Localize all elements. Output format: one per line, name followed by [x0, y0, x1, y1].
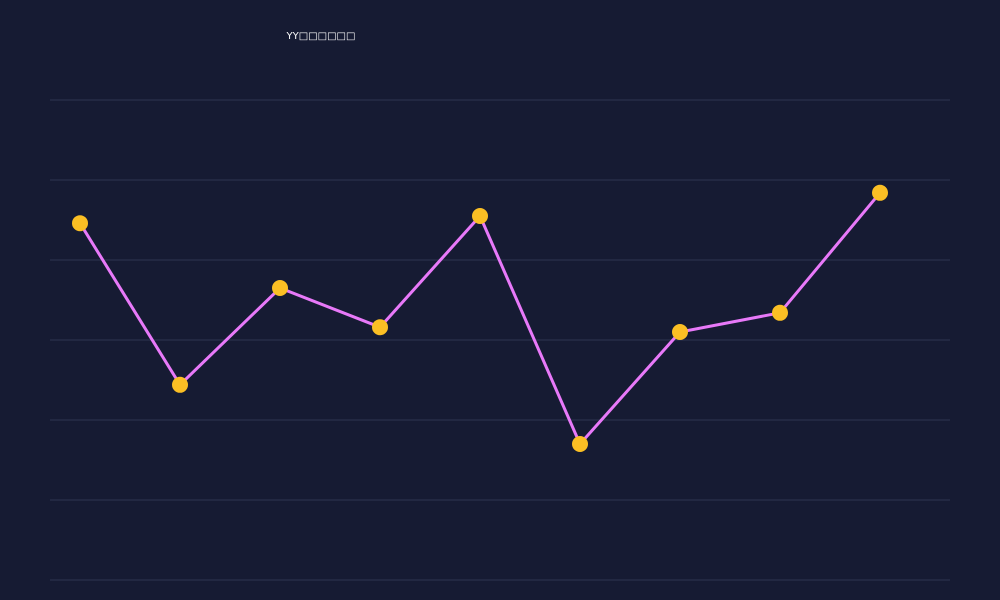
data-point	[472, 208, 488, 224]
chart-title: YY□□□□□□	[286, 31, 356, 42]
data-point	[672, 324, 688, 340]
data-point	[572, 436, 588, 452]
data-point	[372, 319, 388, 336]
data-point	[272, 280, 288, 296]
data-point	[872, 184, 888, 201]
data-point	[172, 376, 188, 393]
data-point	[72, 215, 88, 232]
data-point	[772, 304, 788, 321]
